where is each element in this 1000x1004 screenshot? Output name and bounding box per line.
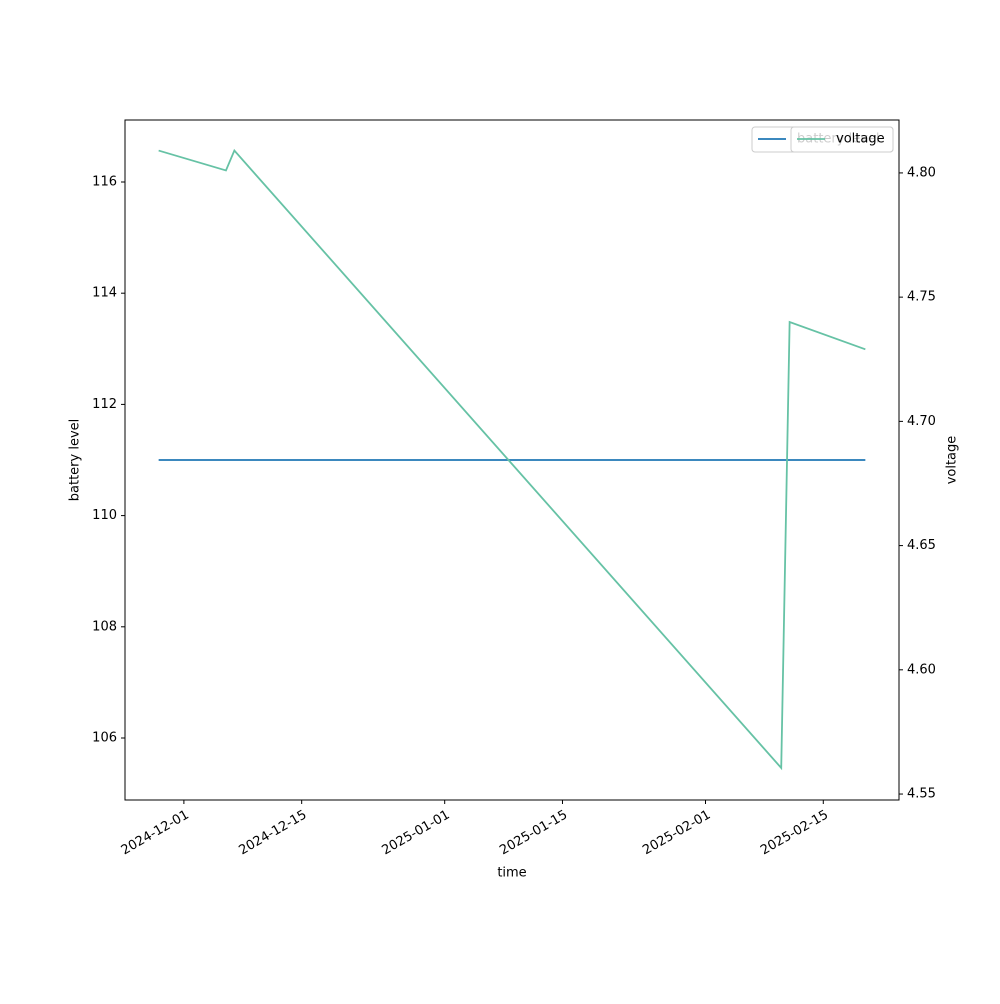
y2-tick-label: 4.80 xyxy=(907,165,936,180)
x-tick-label: 2025-01-15 xyxy=(497,808,570,859)
y-tick-label: 110 xyxy=(92,508,117,523)
y2-tick-label: 4.60 xyxy=(907,662,936,677)
y2-tick-label: 4.75 xyxy=(907,290,936,305)
y-tick-label: 106 xyxy=(92,731,117,746)
legend-box xyxy=(790,126,894,153)
y-tick-label: 112 xyxy=(92,397,117,412)
x-tick-label: 2025-02-01 xyxy=(640,808,713,859)
x-tick-label: 2024-12-01 xyxy=(119,808,192,859)
y2-tick-label: 4.70 xyxy=(907,414,936,429)
legend: voltage xyxy=(790,126,894,153)
series-line xyxy=(158,148,866,771)
y-axis-label: battery level xyxy=(68,419,83,502)
legend-label: voltage xyxy=(836,132,885,147)
plot-frame xyxy=(124,119,900,801)
x-tick-label: 2024-12-15 xyxy=(236,808,309,859)
y-tick-label: 116 xyxy=(92,174,117,189)
y2-tick-label: 4.65 xyxy=(907,538,936,553)
y2-tick-label: 4.55 xyxy=(907,787,936,802)
x-tick-label: 2025-01-01 xyxy=(380,808,453,859)
y-tick-label: 108 xyxy=(92,619,117,634)
y2-axis-label: voltage xyxy=(945,436,960,485)
y-tick-label: 114 xyxy=(92,286,117,301)
x-axis-label: time xyxy=(497,866,526,881)
x-tick-label: 2025-02-15 xyxy=(758,808,831,859)
